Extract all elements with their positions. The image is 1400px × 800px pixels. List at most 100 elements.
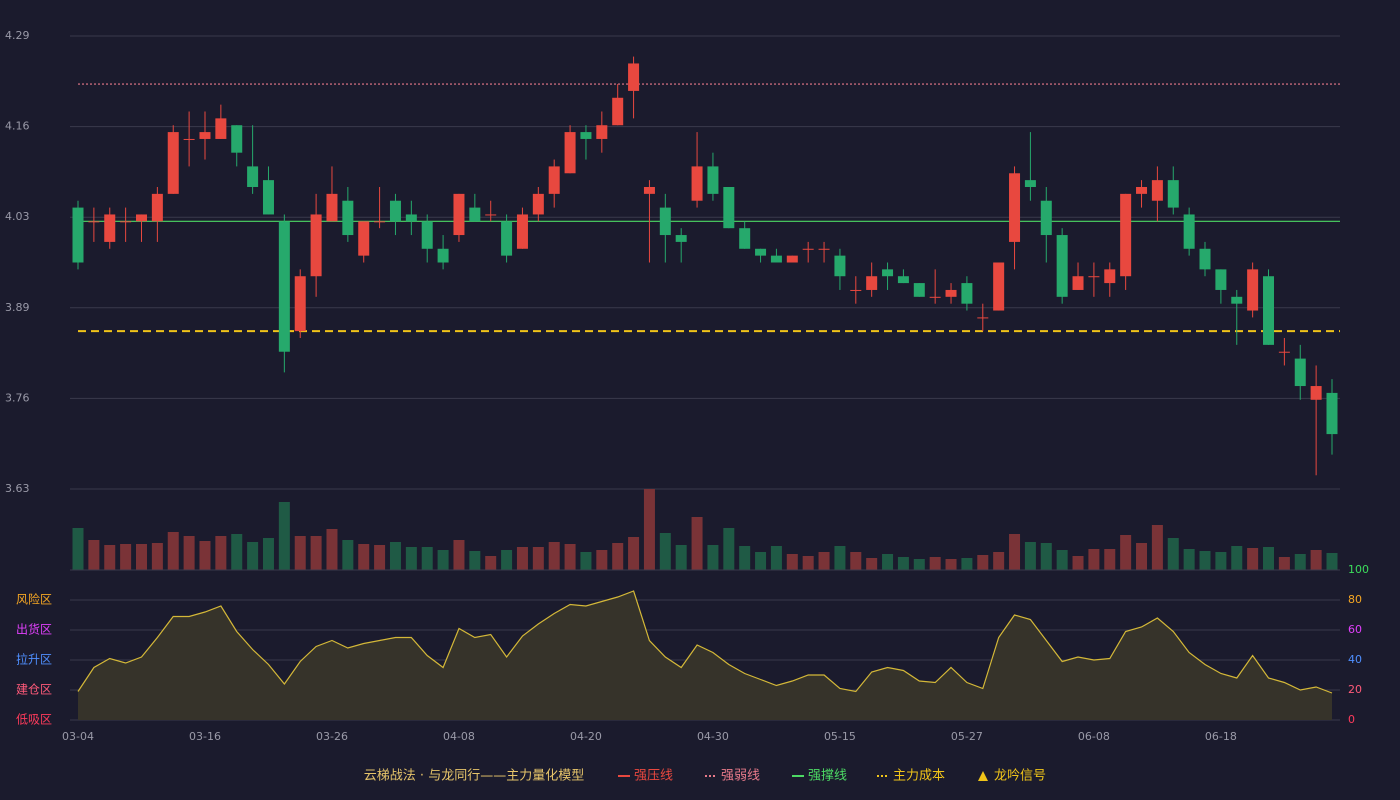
- candle-body: [437, 248, 449, 263]
- volume-bar: [929, 557, 941, 570]
- candle-body: [1247, 269, 1259, 311]
- volume-bar: [1247, 548, 1259, 570]
- volume-bar: [1278, 557, 1290, 570]
- x-tick-label: 04-30: [697, 730, 729, 743]
- zone-label: 拉升区: [16, 652, 52, 667]
- volume-bar: [358, 544, 370, 570]
- volume-bar: [596, 550, 608, 570]
- candle-body: [262, 180, 274, 215]
- y-tick-label: 80: [1348, 593, 1362, 606]
- volume-bar: [485, 556, 497, 570]
- volume-bar: [151, 543, 163, 570]
- volume-bar: [723, 528, 735, 570]
- candle-body: [913, 283, 925, 297]
- candle-body: [1136, 187, 1148, 194]
- y-tick-label: 3.89: [5, 301, 30, 314]
- volume-bar: [516, 547, 528, 570]
- candle-body: [501, 221, 513, 256]
- candle-body: [167, 132, 179, 194]
- volume-bar: [770, 546, 782, 570]
- volume-bar: [1009, 534, 1021, 570]
- volume-bar: [866, 558, 878, 570]
- candle-body: [1199, 248, 1211, 270]
- candle-body: [326, 193, 338, 222]
- volume-bar: [1120, 535, 1132, 570]
- candle-body: [564, 132, 576, 174]
- y-tick-label: 4.29: [5, 29, 30, 42]
- y-tick-label: 3.76: [5, 391, 30, 404]
- candle-body: [1310, 386, 1322, 400]
- candle-body: [1009, 173, 1021, 242]
- volume-bar: [310, 536, 322, 570]
- candle-body: [1040, 200, 1052, 236]
- volume-bar: [993, 552, 1005, 570]
- candle-body: [1263, 276, 1275, 345]
- candle-body: [310, 214, 322, 277]
- x-tick-label: 06-18: [1205, 730, 1237, 743]
- candle-body: [231, 125, 243, 153]
- candle-body: [866, 276, 878, 290]
- candle-body: [834, 255, 846, 277]
- volume-bar: [580, 552, 592, 570]
- volume-bar: [135, 544, 147, 570]
- candle-body: [977, 317, 989, 319]
- candle-body: [961, 283, 973, 304]
- volume-bar: [834, 546, 846, 570]
- volume-bar: [437, 550, 449, 570]
- volume-bar: [120, 544, 132, 570]
- volume-bar: [802, 556, 814, 570]
- volume-bar: [675, 545, 687, 570]
- volume-bar: [739, 546, 751, 570]
- candle-body: [72, 207, 84, 263]
- candle-body: [580, 132, 592, 139]
- volume-bar: [977, 555, 989, 570]
- candle-body: [1167, 180, 1179, 208]
- candle-body: [294, 276, 306, 332]
- candle-body: [596, 125, 608, 139]
- volume-bar: [691, 517, 703, 570]
- y-tick-label: 20: [1348, 683, 1362, 696]
- volume-bar: [453, 540, 465, 570]
- y-tick-label: 40: [1348, 653, 1362, 666]
- x-tick-label: 05-27: [951, 730, 983, 743]
- volume-bar: [628, 537, 640, 570]
- candle-body: [358, 221, 370, 256]
- candle-body: [691, 166, 703, 201]
- volume-bar: [199, 541, 211, 570]
- candle-body: [342, 200, 354, 236]
- x-tick-label: 04-20: [570, 730, 602, 743]
- candle-body: [453, 193, 465, 236]
- legend-label: 强撑线: [808, 769, 847, 784]
- volume-bar: [612, 543, 624, 570]
- x-tick-label: 03-04: [62, 730, 94, 743]
- legend-marker: [978, 771, 988, 781]
- x-tick-label: 03-16: [189, 730, 221, 743]
- legend-label: 龙吟信号: [994, 768, 1046, 784]
- volume-bar: [913, 559, 925, 570]
- candle-body: [612, 97, 624, 126]
- zone-label: 风险区: [16, 592, 52, 607]
- candle-body: [1183, 214, 1195, 249]
- candle-body: [1215, 269, 1227, 290]
- candle-body: [532, 193, 544, 215]
- candle-body: [818, 248, 830, 250]
- volume-bar: [231, 534, 243, 570]
- legend-label: 强弱线: [721, 769, 760, 784]
- volume-bar: [1151, 525, 1163, 570]
- candle-body: [659, 207, 671, 236]
- zone-label: 出货区: [16, 622, 52, 637]
- volume-bar: [294, 536, 306, 570]
- legend-label: 强压线: [634, 769, 673, 784]
- candle-body: [643, 187, 655, 194]
- candle-body: [993, 262, 1005, 311]
- volume-bar: [1215, 552, 1227, 570]
- candle-body: [1231, 296, 1243, 304]
- volume-bar: [548, 542, 560, 570]
- candle-body: [469, 207, 481, 222]
- candle-body: [104, 214, 116, 242]
- candle-body: [485, 214, 497, 216]
- y-tick-label: 4.03: [5, 210, 30, 223]
- candle-body: [135, 214, 147, 222]
- candle-body: [421, 221, 433, 249]
